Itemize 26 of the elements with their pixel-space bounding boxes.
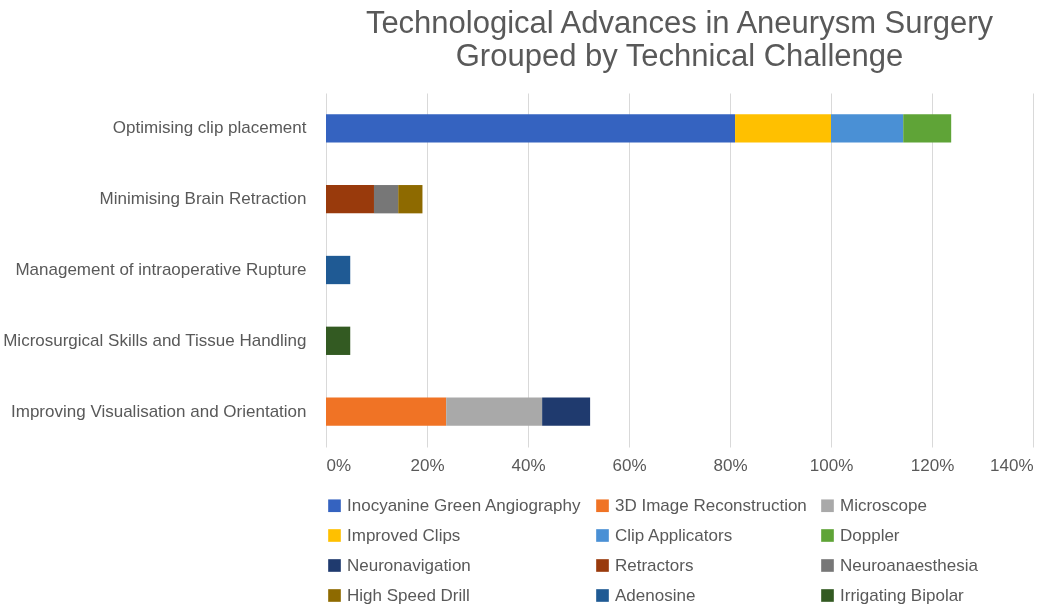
x-tick-label: 0%	[326, 455, 352, 475]
y-tick-label: Management of intraoperative Rupture	[15, 260, 307, 279]
legend-label: Neuronavigation	[347, 555, 471, 575]
x-tick-label: 20%	[410, 455, 445, 475]
legend-label: Irrigating Bipolar	[840, 585, 965, 605]
x-tick-label: 80%	[713, 455, 748, 475]
x-tick-label: 140%	[990, 455, 1034, 475]
legend-label: Inocyanine Green Angiography	[347, 495, 581, 515]
chart-title: Technological Advances in Aneurysm Surgery Grouped by Technical Challenge	[365, 5, 994, 73]
legend-label: 3D Image Reconstruction	[615, 495, 807, 515]
y-tick-label: Microsurgical Skills and Tissue Handling	[3, 330, 307, 350]
legend-label: Improved Clips	[347, 525, 461, 545]
legend-label: Neuroanaesthesia	[840, 555, 979, 575]
legend-label: Doppler	[840, 525, 900, 545]
x-tick-label: 60%	[612, 455, 647, 475]
x-tick-label: 40%	[511, 455, 546, 475]
legend-label: Microscope	[840, 495, 927, 515]
legend-label: Adenosine	[615, 585, 696, 605]
y-tick-label: Improving Visualisation and Orientation	[11, 401, 307, 421]
x-tick-label: 100%	[809, 455, 854, 475]
y-tick-label: Minimising Brain Retraction	[99, 189, 307, 209]
legend-label: High Speed Drill	[347, 585, 470, 605]
y-tick-label: Optimising clip placement	[112, 118, 307, 138]
legend-label: Clip Applicators	[615, 525, 733, 545]
x-tick-label: 120%	[910, 455, 955, 475]
legend-label: Retractors	[615, 555, 694, 575]
